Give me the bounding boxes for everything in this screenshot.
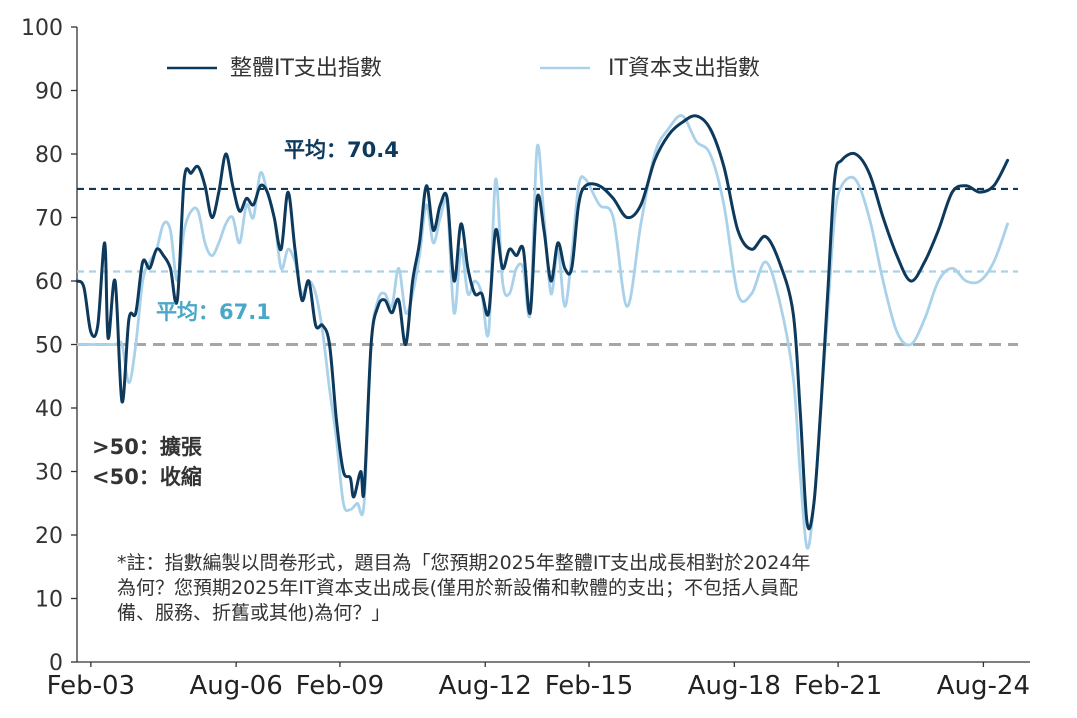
y-tick-label: 80 <box>35 143 63 168</box>
y-tick-label: 90 <box>35 80 63 105</box>
contraction-note: <50：收縮 <box>92 465 202 489</box>
average-label-capex: 平均：67.1 <box>156 300 271 324</box>
x-tick-label: Feb-21 <box>794 671 883 701</box>
y-tick-label: 30 <box>35 461 63 486</box>
y-tick-label: 50 <box>35 334 63 359</box>
series-line-1 <box>75 114 1010 531</box>
x-tick-label: Feb-09 <box>296 671 385 701</box>
x-tick-label: Aug-18 <box>688 671 781 701</box>
series-line-2 <box>75 114 1009 550</box>
y-tick-label: 20 <box>35 524 63 549</box>
y-tick-label: 0 <box>49 651 63 676</box>
expansion-note: >50：擴張 <box>92 435 202 459</box>
x-tick-label: Aug-06 <box>190 671 283 701</box>
y-tick-label: 70 <box>35 207 63 232</box>
legend-label-series-1: 整體IT支出指數 <box>230 56 382 81</box>
y-tick-label: 10 <box>35 588 63 613</box>
series-lines <box>75 114 1010 550</box>
x-tick-label: Feb-03 <box>47 671 136 701</box>
average-label-overall: 平均：70.4 <box>284 138 399 162</box>
x-tick-label: Aug-24 <box>937 671 1030 701</box>
x-tick-label: Feb-15 <box>545 671 634 701</box>
footnote: *註：指數編製以問卷形式，題目為「您預期2025年整體IT支出成長相對於2024… <box>117 552 811 624</box>
y-tick-label: 100 <box>21 16 63 41</box>
x-tick-label: Aug-12 <box>439 671 532 701</box>
chart-legend: 整體IT支出指數 IT資本支出指數 <box>167 56 760 81</box>
y-tick-label: 60 <box>35 270 63 295</box>
y-tick-label: 40 <box>35 397 63 422</box>
legend-label-series-2: IT資本支出指數 <box>608 56 760 81</box>
expansion-contraction-note: >50：擴張 <50：收縮 <box>92 432 202 492</box>
